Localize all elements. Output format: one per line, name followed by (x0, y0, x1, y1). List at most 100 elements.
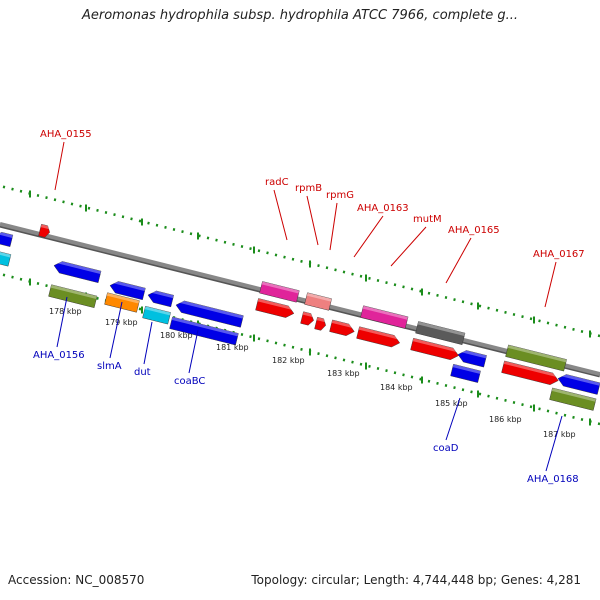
minor-tick (206, 236, 210, 240)
minor-tick (393, 283, 397, 287)
gene-arrow (142, 305, 171, 325)
minor-tick (393, 371, 397, 375)
gene-arrow (0, 250, 12, 267)
minor-tick (104, 211, 108, 214)
gene-label: AHA_0156 (33, 350, 85, 361)
scale-label: 179 kbp (105, 318, 138, 327)
minor-tick (555, 411, 558, 415)
minor-tick (478, 392, 482, 396)
leader-line (445, 397, 461, 441)
gene-arrow (457, 348, 487, 368)
backbone-line (0, 222, 600, 376)
gene-label: rpmB (295, 183, 322, 194)
minor-tick (461, 300, 465, 304)
minor-tick (342, 270, 346, 274)
minor-tick (240, 333, 244, 336)
scale-label: 182 kbp (272, 356, 305, 365)
minor-tick (495, 396, 499, 400)
minor-tick (300, 259, 303, 263)
minor-tick (351, 272, 354, 276)
minor-tick (113, 213, 116, 217)
minor-tick (487, 306, 490, 310)
minor-tick (538, 407, 541, 411)
minor-tick (215, 238, 218, 242)
minor-tick (96, 208, 99, 212)
minor-tick (19, 277, 23, 281)
gene-arrow (109, 279, 146, 301)
gene-arrow (415, 321, 466, 345)
leader-line (273, 189, 288, 241)
leader-line (544, 261, 557, 308)
minor-tick (410, 375, 414, 379)
minor-tick (274, 341, 278, 345)
minor-tick (257, 337, 261, 341)
leader-line (329, 202, 338, 251)
gene-arrow (329, 319, 356, 336)
minor-tick (155, 223, 159, 227)
gene-arrow (501, 360, 560, 385)
minor-tick (359, 274, 363, 278)
minor-tick (45, 196, 48, 200)
minor-tick (19, 189, 23, 193)
minor-tick (538, 319, 541, 323)
minor-tick (512, 401, 516, 404)
gene-label: dut (134, 367, 151, 378)
minor-tick (351, 360, 354, 364)
minor-tick (580, 330, 584, 333)
gene-arrow (360, 305, 409, 329)
minor-tick (453, 298, 456, 302)
scale-label: 178 kbp (49, 307, 82, 316)
minor-tick (529, 405, 533, 409)
gene-arrow (175, 299, 244, 328)
leader-line (56, 296, 68, 348)
gene-label: AHA_0168 (527, 474, 579, 485)
scale-label: 181 kbp (216, 343, 249, 352)
minor-tick (11, 275, 14, 279)
minor-tick (410, 287, 414, 291)
minor-tick (444, 384, 448, 387)
minor-tick (257, 249, 261, 253)
minor-tick (376, 367, 380, 370)
gene-arrow (38, 223, 52, 238)
tick-marks (2, 185, 600, 426)
minor-tick (138, 219, 142, 223)
minor-tick (334, 268, 337, 272)
minor-tick (266, 251, 269, 255)
minor-tick (402, 373, 405, 377)
minor-tick (96, 296, 99, 300)
minor-tick (487, 394, 490, 398)
minor-tick (470, 390, 473, 394)
leader-line (109, 301, 123, 359)
gene-label: radC (265, 177, 289, 188)
minor-tick (427, 379, 431, 383)
gene-label: mutM (413, 214, 442, 225)
gene-label: coaBC (174, 376, 205, 387)
minor-tick (555, 323, 558, 327)
gene-arrow (557, 372, 600, 395)
gene-label: slmA (97, 361, 122, 372)
gene-arrow (259, 281, 300, 303)
minor-tick (546, 321, 550, 325)
minor-tick (376, 279, 380, 282)
minor-tick (36, 194, 40, 197)
minor-tick (563, 413, 567, 417)
minor-tick (2, 185, 6, 189)
minor-tick (79, 204, 82, 208)
gene-arrow (314, 316, 328, 331)
minor-tick (521, 315, 524, 319)
gene-arrow (505, 344, 567, 372)
minor-tick (2, 273, 6, 277)
gene-arrow (304, 292, 332, 311)
gene-arrow (53, 259, 102, 283)
gene-label: rpmG (326, 190, 354, 201)
minor-tick (444, 296, 448, 299)
genome-backbone (0, 222, 600, 378)
minor-tick (181, 230, 184, 234)
scale-label: 180 kbp (160, 331, 193, 340)
gene-arrow (147, 289, 174, 308)
gene-arrow (0, 230, 14, 247)
minor-tick (402, 285, 405, 289)
minor-tick (87, 206, 91, 210)
leader-line (353, 215, 384, 258)
